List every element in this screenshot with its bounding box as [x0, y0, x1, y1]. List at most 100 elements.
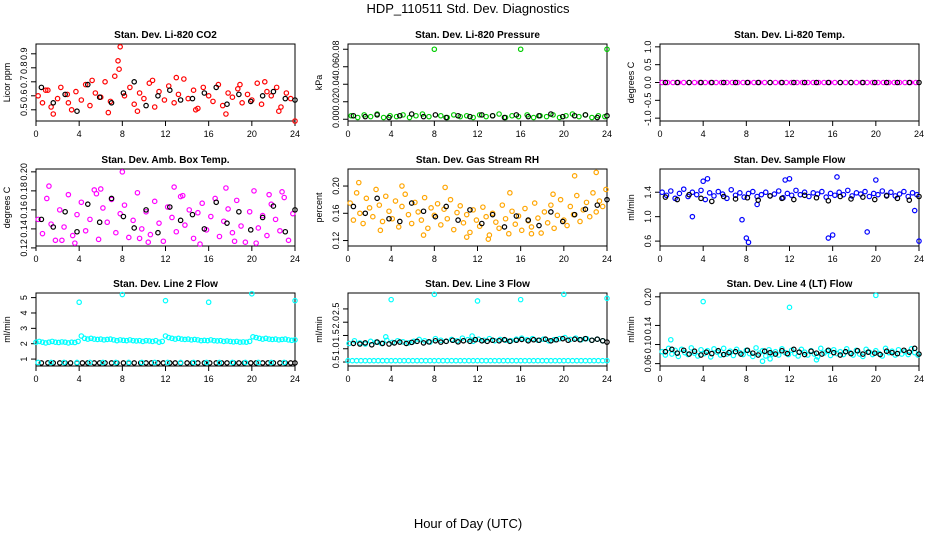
data-point — [700, 298, 706, 305]
data-point — [74, 211, 80, 218]
data-point — [50, 100, 57, 106]
x-tick-label: 4 — [389, 254, 394, 264]
x-tick-label: 4 — [389, 374, 394, 384]
data-point — [138, 226, 145, 232]
data-point — [501, 336, 508, 343]
data-point — [583, 199, 590, 206]
data-point — [906, 197, 913, 203]
y-tick-label: 0.06 — [331, 58, 341, 76]
data-point — [54, 95, 61, 102]
data-point — [236, 208, 242, 215]
x-tick-label: 24 — [290, 374, 300, 384]
data-point — [273, 84, 280, 91]
data-point — [87, 216, 93, 223]
x-tick-label: 8 — [432, 129, 437, 139]
data-point — [541, 209, 548, 215]
data-point — [691, 350, 698, 356]
data-point — [720, 193, 727, 200]
data-point — [38, 216, 45, 223]
data-point — [256, 335, 263, 342]
data-point — [201, 226, 208, 232]
data-point — [164, 359, 171, 366]
data-point — [559, 218, 566, 225]
data-point — [842, 79, 849, 86]
data-point — [350, 340, 357, 347]
data-point — [680, 347, 687, 354]
data-point — [189, 211, 196, 218]
data-point — [396, 112, 403, 119]
data-point — [688, 345, 695, 351]
data-point — [377, 227, 384, 234]
data-point — [121, 202, 128, 208]
data-point — [460, 220, 467, 226]
data-point — [236, 360, 242, 366]
data-point — [554, 212, 561, 219]
y-tick-label: 0.12 — [331, 232, 341, 250]
data-point — [515, 213, 522, 219]
data-point — [58, 84, 64, 91]
panel-title: Stan. Dev. Sample Flow — [734, 155, 846, 166]
y-tick-label: 0.04 — [331, 75, 341, 93]
data-point — [496, 337, 502, 344]
y-tick-label: 5 — [19, 295, 29, 300]
panel-title: Stan. Dev. Amb. Box Temp. — [101, 155, 229, 166]
data-point — [550, 191, 556, 198]
data-point — [120, 213, 127, 220]
data-point — [165, 334, 172, 341]
data-point — [259, 336, 266, 342]
panel-temp: Stan. Dev. Li-820 Temp. degrees C 0 4 8 12 16 2… — [626, 30, 924, 139]
data-point — [282, 95, 289, 102]
data-point — [259, 212, 266, 219]
data-point — [126, 359, 132, 366]
data-point — [438, 337, 444, 344]
data-point — [279, 336, 285, 343]
data-point — [604, 196, 610, 203]
x-tick-label: 8 — [432, 254, 437, 264]
data-point — [865, 349, 872, 355]
data-point — [131, 101, 138, 108]
panel-title: Stan. Dev. Li-820 Pressure — [415, 30, 540, 41]
data-point — [507, 338, 513, 345]
data-point — [485, 236, 492, 242]
data-point — [564, 222, 570, 229]
data-point — [242, 239, 249, 245]
data-point — [62, 208, 68, 215]
data-point — [431, 46, 438, 53]
data-point — [750, 188, 756, 195]
data-point — [85, 81, 91, 88]
data-point — [56, 207, 63, 213]
data-point — [489, 112, 496, 119]
data-point — [380, 114, 387, 121]
data-point — [455, 217, 461, 223]
data-point — [676, 190, 683, 197]
data-point — [463, 234, 470, 240]
data-point — [263, 335, 269, 342]
data-point — [674, 79, 681, 86]
data-point — [191, 336, 198, 343]
data-point — [894, 350, 901, 357]
x-tick-label: 16 — [516, 254, 526, 264]
data-point — [860, 353, 866, 360]
data-point — [177, 359, 184, 366]
data-point — [474, 298, 481, 304]
data-point — [686, 351, 692, 357]
data-point — [46, 183, 52, 189]
data-point — [43, 195, 50, 202]
data-point — [246, 338, 253, 345]
data-point — [832, 79, 838, 86]
y-tick-label: 0.16 — [331, 205, 341, 223]
data-point — [39, 339, 46, 345]
data-point — [376, 202, 383, 208]
y-tick-label: 2.0 — [331, 316, 341, 329]
data-point — [808, 348, 814, 355]
data-point — [732, 348, 739, 355]
data-point — [797, 191, 804, 198]
data-point — [772, 348, 779, 355]
y-tick-label: 0.5 — [19, 104, 29, 117]
x-tick-label: 12 — [472, 254, 482, 264]
data-point — [700, 178, 706, 185]
panel-title: Stan. Dev. Li-820 CO2 — [114, 30, 217, 41]
data-point — [438, 339, 444, 345]
data-point — [162, 297, 169, 304]
data-point — [195, 337, 201, 343]
